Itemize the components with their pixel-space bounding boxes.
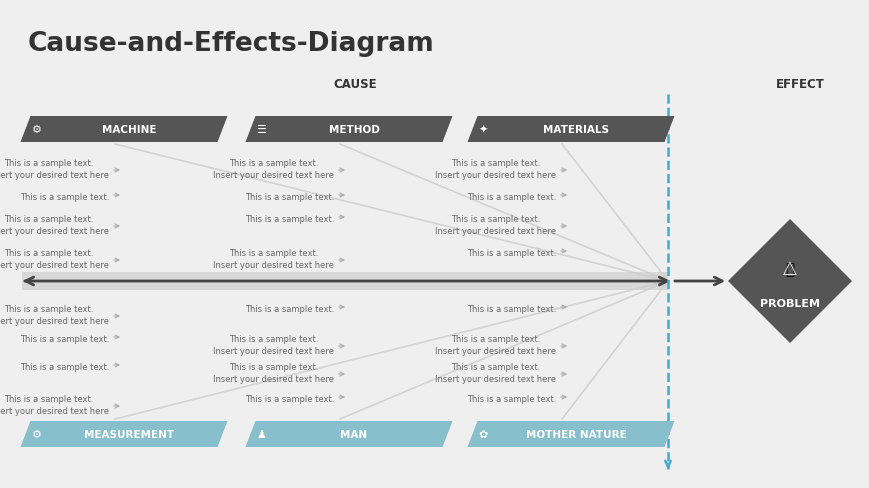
Text: This is a sample text.
Insert your desired text here: This is a sample text. Insert your desir…: [213, 248, 334, 269]
Text: This is a sample text.
Insert your desired text here: This is a sample text. Insert your desir…: [213, 334, 334, 355]
Polygon shape: [467, 117, 673, 142]
Text: This is a sample text.
Insert your desired text here: This is a sample text. Insert your desir…: [434, 215, 555, 236]
Polygon shape: [245, 117, 452, 142]
Text: This is a sample text.
Insert your desired text here: This is a sample text. Insert your desir…: [0, 394, 109, 415]
Text: PROBLEM: PROBLEM: [760, 298, 819, 308]
Text: ♟: ♟: [256, 429, 266, 439]
Text: This is a sample text.: This is a sample text.: [244, 394, 334, 403]
Polygon shape: [21, 421, 227, 447]
Text: This is a sample text.
Insert your desired text here: This is a sample text. Insert your desir…: [213, 159, 334, 180]
Polygon shape: [727, 220, 851, 343]
Text: This is a sample text.
Insert your desired text here: This is a sample text. Insert your desir…: [0, 215, 109, 236]
Text: This is a sample text.: This is a sample text.: [244, 193, 334, 202]
Text: MACHINE: MACHINE: [102, 125, 156, 135]
Text: This is a sample text.
Insert your desired text here: This is a sample text. Insert your desir…: [434, 159, 555, 180]
Text: MEASUREMENT: MEASUREMENT: [83, 429, 174, 439]
Text: This is a sample text.: This is a sample text.: [466, 305, 555, 313]
Text: CAUSE: CAUSE: [333, 77, 376, 90]
Text: △: △: [782, 259, 796, 276]
Text: This is a sample text.
Insert your desired text here: This is a sample text. Insert your desir…: [434, 362, 555, 384]
Text: EFFECT: EFFECT: [774, 77, 824, 90]
Text: This is a sample text.: This is a sample text.: [244, 215, 334, 224]
Text: This is a sample text.
Insert your desired text here: This is a sample text. Insert your desir…: [0, 159, 109, 180]
Text: MATERIALS: MATERIALS: [542, 125, 608, 135]
Text: ☰: ☰: [256, 125, 266, 135]
Text: MAN: MAN: [340, 429, 367, 439]
Text: This is a sample text.: This is a sample text.: [20, 193, 109, 202]
Text: This is a sample text.: This is a sample text.: [466, 248, 555, 258]
Polygon shape: [21, 117, 227, 142]
Text: ⚙: ⚙: [31, 429, 42, 439]
Text: This is a sample text.: This is a sample text.: [244, 305, 334, 313]
Text: This is a sample text.
Insert your desired text here: This is a sample text. Insert your desir…: [0, 305, 109, 325]
Text: ⚙: ⚙: [31, 125, 42, 135]
Text: 🚦: 🚦: [785, 262, 793, 277]
Text: METHOD: METHOD: [328, 125, 379, 135]
Text: This is a sample text.
Insert your desired text here: This is a sample text. Insert your desir…: [213, 362, 334, 384]
Text: This is a sample text.: This is a sample text.: [20, 334, 109, 343]
Polygon shape: [245, 421, 452, 447]
Text: MOTHER NATURE: MOTHER NATURE: [525, 429, 626, 439]
Text: This is a sample text.: This is a sample text.: [466, 394, 555, 403]
Text: This is a sample text.
Insert your desired text here: This is a sample text. Insert your desir…: [0, 248, 109, 269]
Text: This is a sample text.
Insert your desired text here: This is a sample text. Insert your desir…: [434, 334, 555, 355]
Text: ✦: ✦: [478, 125, 488, 135]
Text: This is a sample text.: This is a sample text.: [20, 362, 109, 371]
FancyBboxPatch shape: [22, 272, 667, 290]
Text: This is a sample text.: This is a sample text.: [466, 193, 555, 202]
Polygon shape: [467, 421, 673, 447]
Text: Cause-and-Effects-Diagram: Cause-and-Effects-Diagram: [28, 31, 434, 57]
Text: ✿: ✿: [478, 429, 488, 439]
